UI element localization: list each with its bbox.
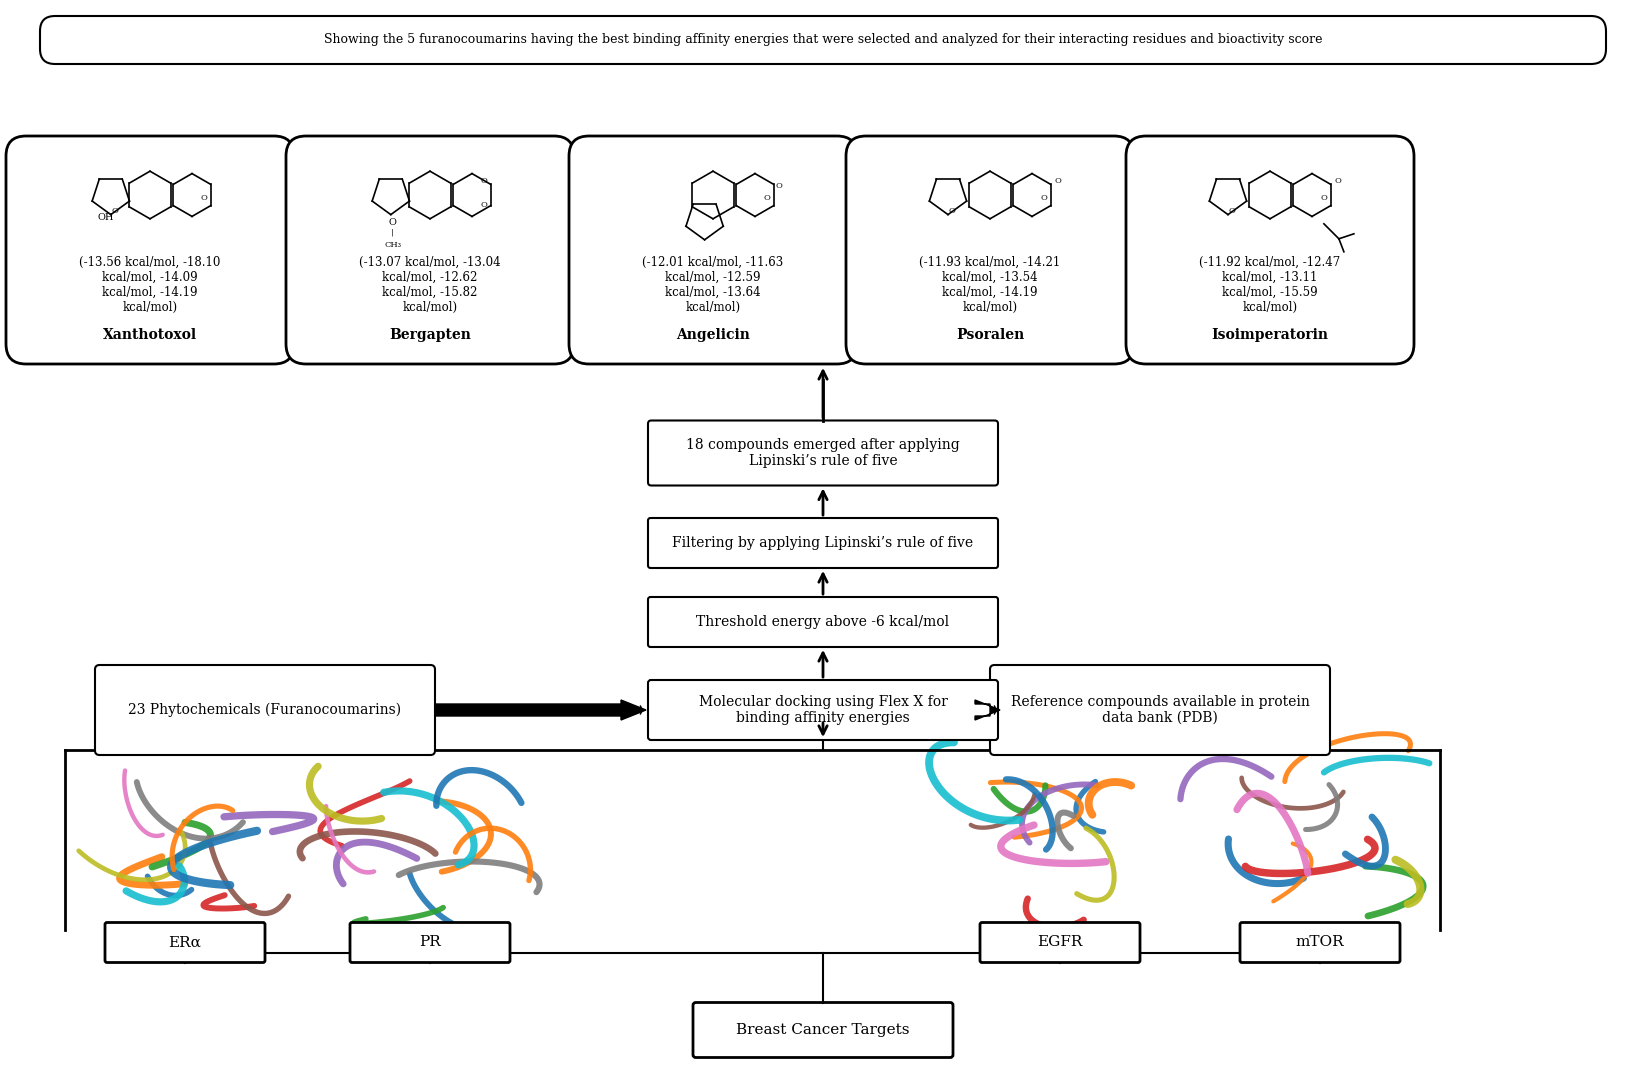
Text: Xanthotoxol: Xanthotoxol — [104, 328, 198, 342]
FancyBboxPatch shape — [948, 758, 1172, 921]
FancyBboxPatch shape — [649, 680, 997, 740]
Text: O: O — [764, 193, 770, 202]
Text: Molecular docking using Flex X for
binding affinity energies: Molecular docking using Flex X for bindi… — [698, 695, 948, 725]
Text: Isoimperatorin: Isoimperatorin — [1211, 328, 1328, 342]
FancyBboxPatch shape — [1208, 758, 1432, 921]
Text: CH₃: CH₃ — [384, 241, 402, 249]
Text: O: O — [1040, 193, 1047, 202]
Text: O: O — [948, 206, 955, 215]
Polygon shape — [974, 700, 1001, 721]
Text: O: O — [201, 193, 207, 202]
FancyBboxPatch shape — [693, 1003, 953, 1057]
Text: O: O — [1320, 193, 1327, 202]
Polygon shape — [435, 700, 645, 721]
FancyBboxPatch shape — [989, 665, 1330, 755]
FancyBboxPatch shape — [40, 16, 1606, 64]
Text: 23 Phytochemicals (Furanocoumarins): 23 Phytochemicals (Furanocoumarins) — [128, 702, 402, 717]
Text: |: | — [392, 229, 395, 236]
Text: Showing the 5 furanocoumarins having the best binding affinity energies that wer: Showing the 5 furanocoumarins having the… — [324, 33, 1322, 46]
FancyBboxPatch shape — [979, 923, 1141, 962]
FancyBboxPatch shape — [72, 758, 296, 921]
Text: (-13.56 kcal/mol, -18.10
kcal/mol, -14.09
kcal/mol, -14.19
kcal/mol): (-13.56 kcal/mol, -18.10 kcal/mol, -14.0… — [79, 255, 221, 314]
Text: PR: PR — [420, 935, 441, 949]
Text: (-11.93 kcal/mol, -14.21
kcal/mol, -13.54
kcal/mol, -14.19
kcal/mol): (-11.93 kcal/mol, -14.21 kcal/mol, -13.5… — [920, 255, 1060, 314]
Text: O: O — [1228, 206, 1236, 215]
FancyBboxPatch shape — [318, 758, 542, 921]
Text: O: O — [112, 206, 119, 215]
Text: OH: OH — [97, 213, 114, 221]
FancyBboxPatch shape — [649, 597, 997, 647]
Text: O: O — [481, 177, 487, 185]
FancyBboxPatch shape — [286, 136, 574, 365]
Text: Bergapten: Bergapten — [388, 328, 471, 342]
FancyBboxPatch shape — [570, 136, 858, 365]
Text: O: O — [1055, 177, 1062, 185]
Text: Threshold energy above -6 kcal/mol: Threshold energy above -6 kcal/mol — [696, 615, 950, 629]
Text: Reference compounds available in protein
data bank (PDB): Reference compounds available in protein… — [1011, 695, 1310, 725]
Text: mTOR: mTOR — [1295, 935, 1345, 949]
FancyBboxPatch shape — [105, 923, 265, 962]
Text: 18 compounds emerged after applying
Lipinski’s rule of five: 18 compounds emerged after applying Lipi… — [686, 438, 960, 468]
Text: EGFR: EGFR — [1037, 935, 1083, 949]
Text: ERα: ERα — [168, 935, 201, 949]
FancyBboxPatch shape — [95, 665, 435, 755]
FancyBboxPatch shape — [1126, 136, 1414, 365]
FancyBboxPatch shape — [649, 420, 997, 485]
Text: O: O — [388, 218, 397, 227]
FancyBboxPatch shape — [351, 923, 510, 962]
FancyBboxPatch shape — [649, 518, 997, 568]
Text: Filtering by applying Lipinski’s rule of five: Filtering by applying Lipinski’s rule of… — [673, 536, 973, 549]
FancyBboxPatch shape — [7, 136, 295, 365]
FancyBboxPatch shape — [846, 136, 1134, 365]
Text: Breast Cancer Targets: Breast Cancer Targets — [736, 1023, 910, 1037]
FancyBboxPatch shape — [1239, 923, 1401, 962]
Text: (-11.92 kcal/mol, -12.47
kcal/mol, -13.11
kcal/mol, -15.59
kcal/mol): (-11.92 kcal/mol, -12.47 kcal/mol, -13.1… — [1200, 255, 1340, 314]
Text: Angelicin: Angelicin — [677, 328, 751, 342]
Text: (-12.01 kcal/mol, -11.63
kcal/mol, -12.59
kcal/mol, -13.64
kcal/mol): (-12.01 kcal/mol, -11.63 kcal/mol, -12.5… — [642, 255, 783, 314]
Text: O: O — [775, 182, 782, 190]
Text: Psoralen: Psoralen — [956, 328, 1024, 342]
Text: (-13.07 kcal/mol, -13.04
kcal/mol, -12.62
kcal/mol, -15.82
kcal/mol): (-13.07 kcal/mol, -13.04 kcal/mol, -12.6… — [359, 255, 500, 314]
Text: O: O — [481, 201, 487, 208]
Text: O: O — [1335, 177, 1341, 185]
